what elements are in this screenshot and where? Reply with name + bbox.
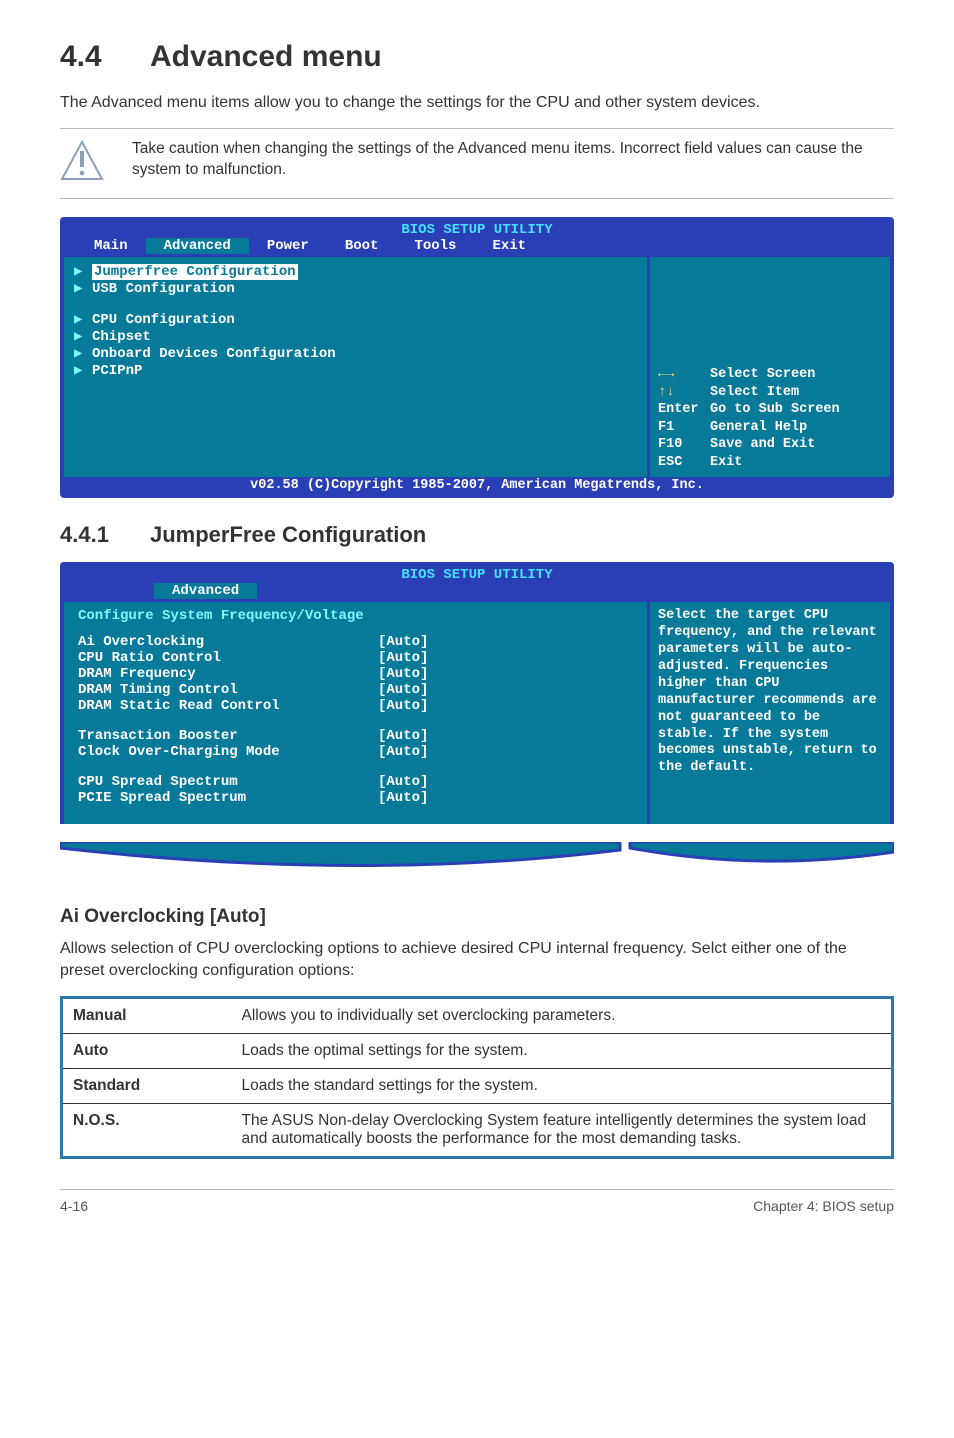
bios-right-pane: ←→Select Screen ↑↓Select Item EnterGo to… [650,257,890,477]
subsection-title: JumperFree Configuration [150,522,426,547]
bios2-row-label: DRAM Timing Control [78,682,378,698]
page-number: 4-16 [60,1198,88,1214]
bios-title: BIOS SETUP UTILITY [64,221,890,238]
option-paragraph: Allows selection of CPU overclocking opt… [60,938,894,981]
bios2-row-value: [Auto] [378,666,428,682]
opt-val: Allows you to individually set overclock… [232,997,893,1033]
subsection-number: 4.4.1 [60,522,150,548]
opt-key: Manual [62,997,232,1033]
menu-advanced: Advanced [146,238,249,254]
opt-val: The ASUS Non-delay Overclocking System f… [232,1103,893,1157]
bios2-row-label: Clock Over-Charging Mode [78,744,378,760]
key-esc-label: Exit [710,455,742,470]
key-f1: F1 [658,419,710,437]
key-enter: Enter [658,401,710,419]
option-heading: Ai Overclocking [Auto] [60,906,894,928]
bios-item-cpu: CPU Configuration [92,312,235,328]
options-table: ManualAllows you to individually set ove… [60,996,894,1159]
bios2-heading: Configure System Frequency/Voltage [78,608,633,624]
bios2-row-label: DRAM Frequency [78,666,378,682]
bios2-row-value: [Auto] [378,634,428,650]
key-f10: F10 [658,436,710,454]
menu-exit: Exit [474,238,544,254]
subsection-heading: 4.4.1JumperFree Configuration [60,522,894,548]
opt-key: N.O.S. [62,1103,232,1157]
section-heading: 4.4Advanced menu [60,40,894,74]
section-title-text: Advanced menu [150,40,382,73]
table-row: ManualAllows you to individually set ove… [62,997,893,1033]
chapter-label: Chapter 4: BIOS setup [753,1198,894,1214]
bios2-row [78,760,633,774]
opt-key: Auto [62,1033,232,1068]
bios-item-chipset: Chipset [92,329,151,345]
key-esc: ESC [658,454,710,472]
bios2-row-value: [Auto] [378,774,428,790]
bios-item-pcipnp: PCIPnP [92,363,142,379]
bios-left-pane: ▶Jumperfree Configuration ▶USB Configura… [64,257,650,477]
table-row: N.O.S.The ASUS Non-delay Overclocking Sy… [62,1103,893,1157]
key-select-item: Select Item [710,385,799,400]
bios2-row-label: CPU Ratio Control [78,650,378,666]
bios2-row-label: DRAM Static Read Control [78,698,378,714]
bios2-menubar: Advanced [64,583,890,602]
menu-boot: Boot [327,238,397,254]
bios2-row-value: [Auto] [378,790,428,806]
table-row: AutoLoads the optimal settings for the s… [62,1033,893,1068]
bios2-row [78,714,633,728]
bios2-row-label: Transaction Booster [78,728,378,744]
bios-screenshot-jumperfree: BIOS SETUP UTILITY Advanced Configure Sy… [60,562,894,824]
bios2-row-label: PCIE Spread Spectrum [78,790,378,806]
bios2-right-pane: Select the target CPU frequency, and the… [650,602,890,824]
intro-paragraph: The Advanced menu items allow you to cha… [60,92,894,114]
caution-text: Take caution when changing the settings … [104,139,894,181]
caution-icon [60,139,104,188]
opt-key: Standard [62,1068,232,1103]
bios2-row: DRAM Frequency[Auto] [78,666,633,682]
bios2-title: BIOS SETUP UTILITY [64,566,890,583]
menu-power: Power [249,238,327,254]
key-arrows-lr-icon: ←→ [658,366,710,384]
bios2-row-value: [Auto] [378,698,428,714]
bios-item-usb: USB Configuration [92,281,235,297]
bios2-row-value: [Auto] [378,728,428,744]
caution-note: Take caution when changing the settings … [60,128,894,199]
bios2-row: Ai Overclocking[Auto] [78,634,633,650]
bios2-row-value: [Auto] [378,744,428,760]
section-number: 4.4 [60,40,150,74]
bios2-row-label: Ai Overclocking [78,634,378,650]
bios2-row-value: [Auto] [378,650,428,666]
key-arrows-ud-icon: ↑↓ [658,384,710,402]
curved-page-divider-icon [60,842,894,882]
bios2-row: Clock Over-Charging Mode[Auto] [78,744,633,760]
bios2-row-label: CPU Spread Spectrum [78,774,378,790]
bios-footer: v02.58 (C)Copyright 1985-2007, American … [64,477,890,494]
bios-item-jumperfree: Jumperfree Configuration [92,264,298,280]
opt-val: Loads the optimal settings for the syste… [232,1033,893,1068]
bios2-help-text: Select the target CPU frequency, and the… [658,608,882,777]
bios-keys: ←→Select Screen ↑↓Select Item EnterGo to… [658,366,882,471]
bios2-row: DRAM Timing Control[Auto] [78,682,633,698]
table-row: StandardLoads the standard settings for … [62,1068,893,1103]
bios2-row-value: [Auto] [378,682,428,698]
bios2-left-pane: Configure System Frequency/Voltage Ai Ov… [64,602,650,824]
bios2-row: PCIE Spread Spectrum[Auto] [78,790,633,806]
bios2-row: DRAM Static Read Control[Auto] [78,698,633,714]
key-f10-label: Save and Exit [710,437,815,452]
key-enter-label: Go to Sub Screen [710,402,840,417]
bios2-row: CPU Ratio Control[Auto] [78,650,633,666]
key-select-screen: Select Screen [710,367,815,382]
bios-item-onboard: Onboard Devices Configuration [92,346,336,362]
key-f1-label: General Help [710,420,807,435]
bios2-row: Transaction Booster[Auto] [78,728,633,744]
bios2-menu-advanced: Advanced [154,583,257,599]
bios2-row: CPU Spread Spectrum[Auto] [78,774,633,790]
bios-screenshot-advanced-menu: BIOS SETUP UTILITY Main Advanced Power B… [60,217,894,498]
opt-val: Loads the standard settings for the syst… [232,1068,893,1103]
menu-main: Main [76,238,146,254]
menu-tools: Tools [396,238,474,254]
bios-menubar: Main Advanced Power Boot Tools Exit [64,238,890,257]
page-footer: 4-16 Chapter 4: BIOS setup [60,1189,894,1214]
